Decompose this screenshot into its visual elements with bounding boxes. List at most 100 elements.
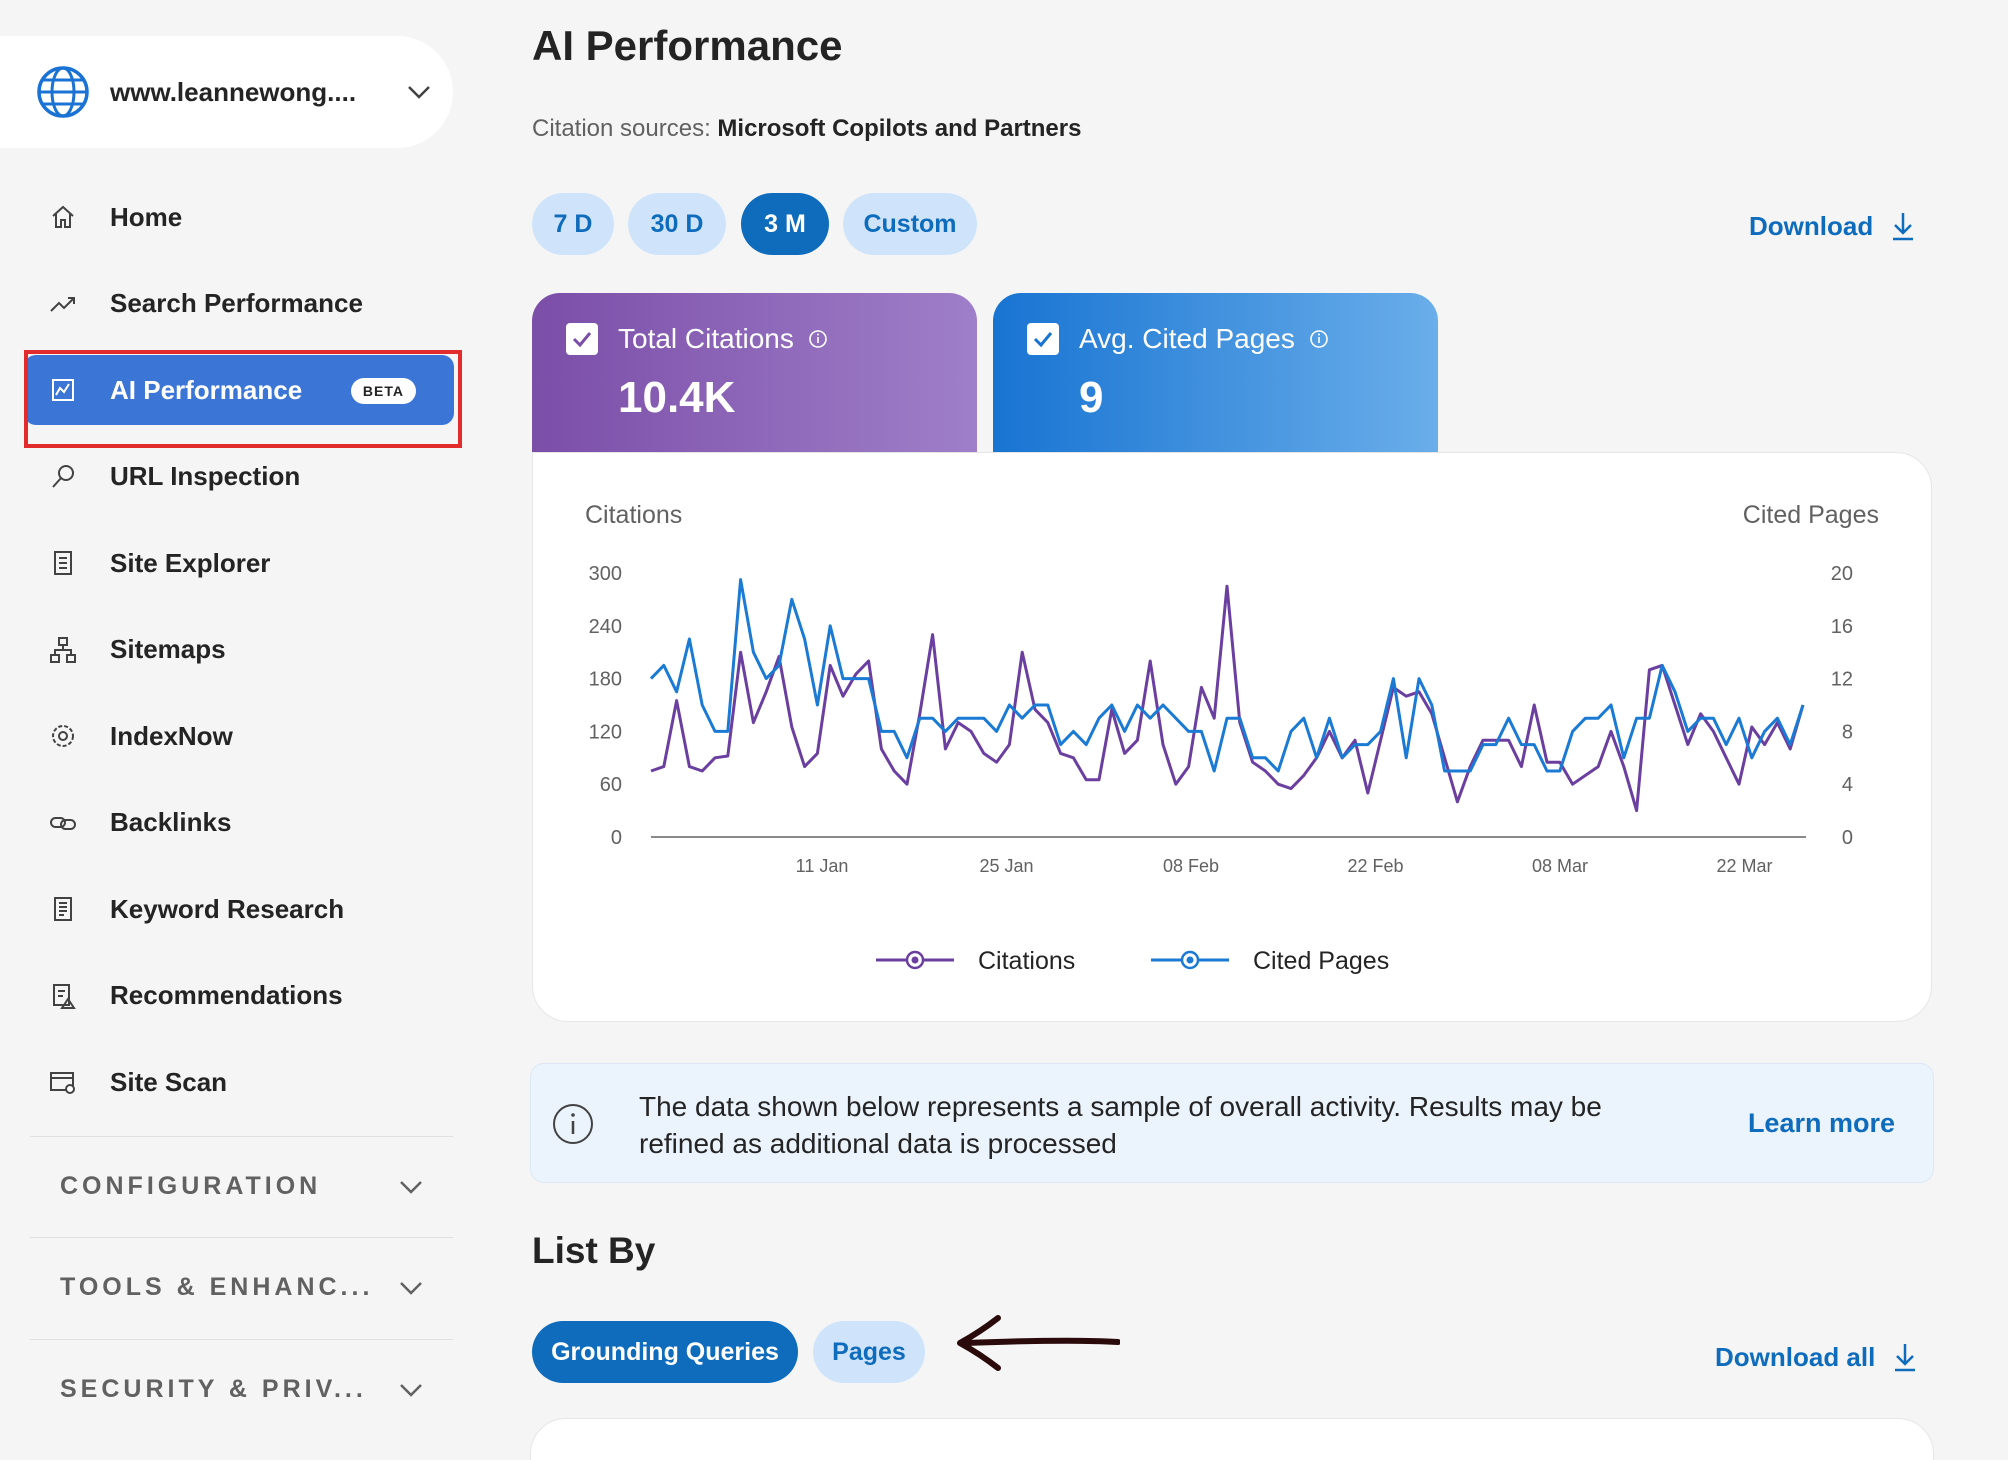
- x-tick-label: 25 Jan: [979, 856, 1033, 876]
- sidebar-item-label: Home: [110, 201, 183, 232]
- section-security[interactable]: SECURITY & PRIV...: [30, 1339, 453, 1439]
- sidebar-item-site-scan[interactable]: Site Scan: [24, 1047, 454, 1117]
- tab-pages[interactable]: Pages: [813, 1321, 925, 1383]
- metric-avg-cited-pages[interactable]: Avg. Cited Pages 9: [993, 293, 1438, 453]
- sidebar-item-recommendations[interactable]: Recommendations: [24, 961, 454, 1031]
- metric-label: Avg. Cited Pages: [1079, 323, 1295, 354]
- citation-sources-value: Microsoft Copilots and Partners: [717, 115, 1082, 142]
- y-axis-right-title: Cited Pages: [1743, 501, 1879, 529]
- y-axis-left-title: Citations: [585, 501, 682, 529]
- series-line-citations: [650, 584, 1805, 813]
- page-title: AI Performance: [532, 22, 843, 69]
- section-label: TOOLS & ENHANC...: [60, 1273, 374, 1301]
- sidebar-item-label: Recommendations: [110, 980, 343, 1010]
- sitemap-icon: [50, 636, 76, 663]
- sidebar-item-sitemaps[interactable]: Sitemaps: [24, 615, 454, 685]
- chart-icon: [52, 379, 74, 401]
- citations-line-chart: Citations Cited Pages30024018012060020161…: [585, 501, 1879, 975]
- sidebar-item-label: Search Performance: [110, 288, 363, 318]
- range-7d-button[interactable]: 7 D: [532, 193, 614, 255]
- legend-marker-dot: [1186, 956, 1194, 964]
- section-label: CONFIGURATION: [60, 1172, 322, 1200]
- section-configuration[interactable]: CONFIGURATION: [30, 1136, 453, 1236]
- chart-card: Citations Cited Pages 300 240 180 120 60 0 20 16 1…: [532, 452, 1932, 1022]
- metric-label: Total Citations: [618, 323, 794, 354]
- list-by-title: List By: [532, 1230, 656, 1271]
- sidebar-nav: Home Search Performance AI Performance B…: [24, 182, 454, 1134]
- sidebar-item-ai-performance[interactable]: AI Performance BETA: [24, 355, 454, 425]
- chevron-down-icon[interactable]: [405, 78, 433, 106]
- info-banner-text: The data shown below represents a sample…: [639, 1091, 1602, 1159]
- download-all-label: Download all: [1715, 1341, 1876, 1372]
- range-custom-button[interactable]: Custom: [843, 193, 977, 255]
- globe-icon: [37, 66, 89, 118]
- sidebar-item-site-explorer[interactable]: Site Explorer: [24, 528, 454, 598]
- site-name: www.leannewong....: [110, 76, 357, 107]
- tab-grounding-queries[interactable]: Grounding Queries: [532, 1321, 798, 1383]
- home-icon: [52, 205, 74, 228]
- y-tick-right: 12: [1831, 669, 1853, 691]
- range-30d-button[interactable]: 30 D: [628, 193, 726, 255]
- gear-icon: [52, 725, 74, 747]
- checkmark-icon: [572, 332, 592, 348]
- sidebar-item-label: AI Performance: [110, 374, 303, 405]
- sidebar-item-backlinks[interactable]: Backlinks: [24, 788, 454, 858]
- legend-label[interactable]: Citations: [978, 947, 1075, 975]
- download-button[interactable]: Download: [1749, 210, 1917, 242]
- checkmark-icon: [1033, 332, 1053, 348]
- x-tick-label: 22 Feb: [1347, 856, 1403, 876]
- metric-value: 9: [1079, 373, 1104, 422]
- citation-sources: Citation sources: Microsoft Copilots and…: [532, 115, 1081, 143]
- document-icon: [54, 551, 72, 575]
- y-tick-left: 180: [589, 669, 622, 691]
- download-label: Download: [1749, 210, 1874, 241]
- metric-total-citations[interactable]: Total Citations 10.4K: [532, 293, 977, 453]
- chevron-down-icon: [400, 1282, 422, 1295]
- y-tick-left: 300: [589, 563, 622, 585]
- y-tick-right: 4: [1842, 774, 1853, 796]
- chevron-down-icon: [400, 1384, 422, 1397]
- y-tick-right: 20: [1831, 563, 1853, 585]
- checkbox-avg-cited-pages[interactable]: [1027, 323, 1059, 355]
- sidebar-item-label: Keyword Research: [110, 893, 345, 924]
- site-selector[interactable]: www.leannewong....: [0, 36, 453, 148]
- sidebar-item-search-performance[interactable]: Search Performance: [24, 269, 454, 339]
- learn-more-link[interactable]: Learn more: [1747, 1108, 1895, 1138]
- metric-value: 10.4K: [618, 373, 736, 422]
- y-tick-right: 8: [1842, 721, 1853, 743]
- sidebar-item-indexnow[interactable]: IndexNow: [24, 701, 454, 771]
- download-icon: [1893, 213, 1914, 241]
- section-tools[interactable]: TOOLS & ENHANC...: [30, 1237, 453, 1337]
- chevron-down-icon: [400, 1181, 422, 1194]
- sidebar-item-home[interactable]: Home: [24, 182, 454, 252]
- x-tick-label: 11 Jan: [796, 856, 849, 876]
- y-tick-right: 0: [1842, 827, 1853, 849]
- info-icon[interactable]: [808, 329, 828, 349]
- range-3m-button[interactable]: 3 M: [741, 193, 829, 255]
- recommend-icon: [53, 983, 76, 1009]
- download-all-button[interactable]: Download all: [1715, 1341, 1919, 1373]
- link-icon: [50, 816, 76, 830]
- legend-label[interactable]: Cited Pages: [1253, 947, 1389, 975]
- beta-badge: BETA: [350, 378, 416, 404]
- y-tick-left: 0: [611, 827, 622, 849]
- y-tick-left: 120: [589, 721, 622, 743]
- search-icon: [52, 464, 74, 488]
- y-tick-left: 240: [589, 616, 622, 638]
- sidebar-item-keyword-research[interactable]: Keyword Research: [24, 874, 454, 944]
- x-tick-label: 08 Mar: [1532, 856, 1588, 876]
- section-label: SECURITY & PRIV...: [60, 1375, 367, 1403]
- annotation-highlight-box: [24, 350, 462, 448]
- sidebar-item-label: Backlinks: [110, 807, 232, 837]
- info-icon[interactable]: [1309, 329, 1329, 349]
- sidebar-item-label: Site Scan: [110, 1066, 228, 1097]
- citation-sources-label: Citation sources:: [532, 115, 711, 142]
- sidebar-item-url-inspection[interactable]: URL Inspection: [24, 442, 454, 512]
- x-tick-label: 22 Mar: [1716, 856, 1772, 876]
- checkbox-total-citations[interactable]: [566, 323, 598, 355]
- trending-icon: [50, 296, 75, 312]
- list-results-card: [530, 1418, 1934, 1460]
- series-line-cited-pages: [649, 578, 1805, 773]
- x-tick-label: 08 Feb: [1163, 856, 1219, 876]
- sidebar-item-label: Sitemaps: [110, 634, 226, 664]
